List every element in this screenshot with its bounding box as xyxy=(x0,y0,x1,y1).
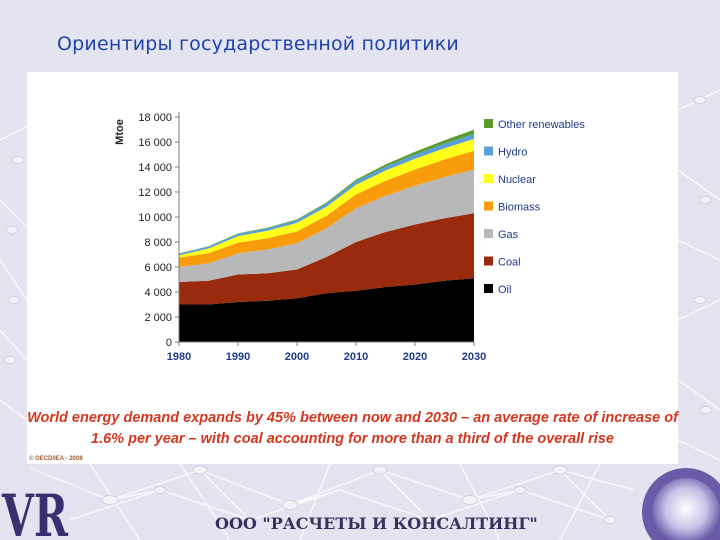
x-tick-label: 1980 xyxy=(167,351,191,363)
y-axis-label: Mtoe xyxy=(114,119,126,145)
legend-swatch xyxy=(484,284,493,293)
y-tick-label: 0 xyxy=(166,337,172,349)
x-tick-label: 2000 xyxy=(285,351,309,363)
area-oil xyxy=(179,278,474,342)
chart-axes xyxy=(175,112,475,346)
legend-swatch xyxy=(484,119,493,128)
area-gas xyxy=(179,169,474,282)
y-tick-label: 8 000 xyxy=(144,237,172,249)
stacked-areas xyxy=(179,129,474,342)
copyright-note: © OECD/IEA - 2008 xyxy=(29,456,83,462)
y-tick-label: 6 000 xyxy=(144,262,172,274)
y-tick-label: 18 000 xyxy=(138,112,172,124)
x-tick-label: 2030 xyxy=(462,351,486,363)
energy-demand-chart: 0 2 000 4 000 6 000 8 000 10 000 12 000 14 000 1… xyxy=(114,112,585,363)
area-coal xyxy=(179,213,474,305)
legend-swatch xyxy=(484,174,493,183)
legend-label: Gas xyxy=(498,229,519,241)
y-tick-label: 10 000 xyxy=(138,212,172,224)
chart-legend: Other renewables Hydro Nuclear Biomass Gas Co… xyxy=(484,119,585,296)
legend-swatch xyxy=(484,229,493,238)
y-tick-label: 14 000 xyxy=(138,162,172,174)
legend-label: Nuclear xyxy=(498,174,536,186)
chart-panel: 0 2 000 4 000 6 000 8 000 10 000 12 000 14 000 1… xyxy=(27,72,678,464)
legend-label: Coal xyxy=(498,257,521,269)
legend-label: Oil xyxy=(498,284,511,296)
legend-label: Biomass xyxy=(498,202,541,214)
x-tick-label: 2020 xyxy=(403,351,427,363)
y-tick-label: 12 000 xyxy=(138,187,172,199)
legend-swatch xyxy=(484,201,493,211)
tick-labels: 0 2 000 4 000 6 000 8 000 10 000 12 000 14 000 1… xyxy=(114,112,486,363)
y-tick-label: 2 000 xyxy=(144,312,172,324)
company-name: ООО "РАСЧЕТЫ И КОНСАЛТИНГ" xyxy=(215,514,538,533)
area-other-renewables xyxy=(179,129,474,254)
y-tick-label: 4 000 xyxy=(144,287,172,299)
company-logo: VR xyxy=(0,484,70,540)
y-tick-label: 16 000 xyxy=(138,137,172,149)
legend-label: Other renewables xyxy=(498,119,585,131)
legend-swatch xyxy=(484,256,493,266)
decorative-orb-icon xyxy=(642,468,720,540)
area-biomass xyxy=(179,150,474,267)
x-tick-label: 2010 xyxy=(344,351,368,363)
area-hydro xyxy=(179,133,474,256)
logo-text: VR xyxy=(1,484,68,540)
x-tick-label: 1990 xyxy=(226,351,250,363)
legend-label: Hydro xyxy=(498,147,527,159)
chart-caption: World energy demand expands by 45% betwe… xyxy=(27,410,678,447)
legend-swatch xyxy=(484,146,493,156)
area-nuclear xyxy=(179,138,474,258)
slide-title: Ориентиры государственной политики xyxy=(57,33,459,55)
